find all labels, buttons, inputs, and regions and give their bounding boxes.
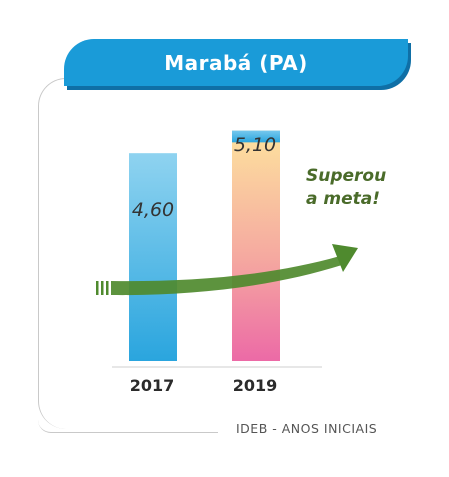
header-banner: Marabá (PA)	[64, 39, 408, 86]
value-label-2019: 5,10	[233, 134, 277, 156]
category-label-2019: 2019	[232, 376, 278, 395]
arrow-tail-dash	[96, 281, 99, 295]
arrow-tail-dash	[106, 281, 109, 295]
annotation-line-2: a meta!	[306, 189, 380, 209]
footer-label: IDEB - ANOS INICIAIS	[236, 421, 378, 436]
bar-2019-gain-segment	[232, 130, 280, 143]
arrow-body	[111, 256, 342, 296]
trend-arrow	[96, 244, 358, 296]
value-label-2017: 4,60	[131, 199, 175, 221]
category-label-2017: 2017	[129, 376, 175, 395]
arrow-tail-dash	[101, 281, 104, 295]
page-title: Marabá (PA)	[164, 50, 308, 75]
annotation-line-1: Superou	[306, 166, 387, 186]
bar-2017	[129, 153, 177, 361]
bar-2019	[232, 130, 280, 361]
arrow-head	[332, 244, 358, 272]
goal-annotation: Superou a meta!	[306, 165, 386, 211]
frame-bottom-border	[38, 420, 218, 433]
